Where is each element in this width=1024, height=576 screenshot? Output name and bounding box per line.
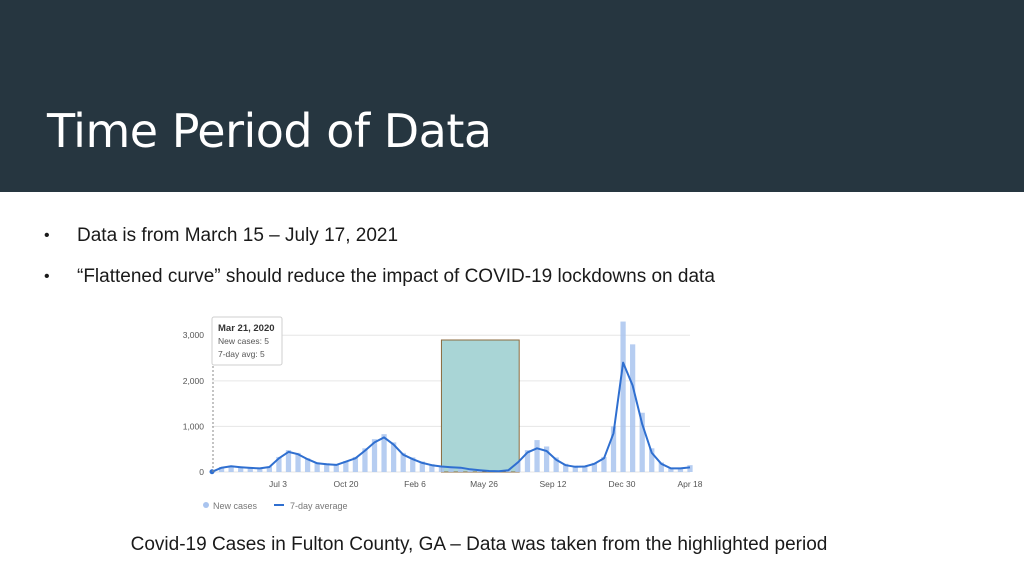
tooltip-date: Mar 21, 2020 [218,323,275,334]
chart-caption: Covid-19 Cases in Fulton County, GA – Da… [130,534,828,555]
new-cases-bar [343,461,349,472]
new-cases-bar [410,457,416,472]
bullet-item: • Data is from March 15 – July 17, 2021 [44,222,715,263]
x-tick-label: Dec 30 [609,479,636,489]
new-cases-bar [448,466,454,472]
new-cases-bar [668,467,674,472]
new-cases-bar [591,462,598,472]
bullet-dot-icon: • [44,268,50,285]
bullet-list: • Data is from March 15 – July 17, 2021 •… [44,222,715,304]
new-cases-bar [295,452,301,472]
new-cases-bar [601,456,607,472]
y-tick-label: 2,000 [183,376,205,386]
new-cases-bar [582,465,588,472]
new-cases-bar [228,465,234,472]
new-cases-bar [543,446,550,472]
legend-new-cases-icon [203,502,209,508]
chart-legend: New cases 7-day average [203,501,348,511]
new-cases-bar [257,468,263,472]
new-cases-bar [333,464,339,472]
tooltip-box [211,316,283,366]
new-cases-bar [266,466,272,472]
bullet-text: Data is from March 15 – July 17, 2021 [77,225,399,246]
new-cases-bar [324,463,330,472]
new-cases-bar [658,462,664,472]
title-banner: Time Period of Data [0,0,1024,192]
new-cases-bar [438,465,445,472]
new-cases-bar [563,463,569,472]
x-tick-label: Feb 6 [404,479,426,489]
new-cases-bar [553,457,559,472]
new-cases-bar [515,461,521,472]
x-tick-label: Sep 12 [540,479,567,489]
y-tick-label: 0 [199,467,204,477]
legend-avg: 7-day average [290,501,348,511]
y-tick-label: 3,000 [183,330,205,340]
seven-day-average-line [211,361,691,473]
new-cases-bar [285,450,292,472]
new-cases-bar [352,456,359,472]
new-cases-bar [649,448,655,472]
new-cases-bar [467,468,473,472]
new-cases-bar [419,461,425,472]
bullet-text: “Flattened curve” should reduce the impa… [77,266,715,287]
y-tick-label: 1,000 [183,421,205,431]
new-cases-bar [276,456,282,472]
line-start-marker [209,469,215,475]
new-cases-bar [247,467,253,472]
new-cases-bar [572,465,578,472]
tooltip-new-cases: New cases: 5 [218,336,269,346]
new-cases-bar [429,464,435,472]
new-cases-bar [362,448,368,472]
x-tick-label: May 26 [470,479,498,489]
new-cases-bar [620,321,626,472]
new-cases-bar [457,466,464,472]
slide-title: Time Period of Data [47,104,492,158]
legend-new-cases: New cases [213,501,258,511]
new-cases-bar [524,450,531,472]
covid-cases-chart: 0 1,000 2,000 3,000 Jul 3 Oct 20 Feb 6 May 26 S… [183,316,703,511]
bars-layer [209,321,693,472]
x-tick-label: Apr 18 [677,479,702,489]
new-cases-bar [314,462,320,472]
new-cases-bar [400,452,406,472]
new-cases-bar [391,442,397,472]
new-cases-bar [218,466,225,472]
new-cases-bar [677,467,684,472]
tooltip: Mar 21, 2020 New cases: 5 7-day avg: 5 [211,316,283,366]
new-cases-bar [238,466,244,472]
x-axis-labels: Jul 3 Oct 20 Feb 6 May 26 Sep 12 Dec 30 Apr 18 [269,479,703,489]
tooltip-avg: 7-day avg: 5 [218,349,265,359]
bullet-dot-icon: • [44,227,50,244]
highlight-layer [440,339,520,473]
highlighted-period [440,339,520,473]
new-cases-bar [534,440,540,472]
new-cases-bar [639,412,645,472]
new-cases-bar [304,458,311,472]
new-cases-bar [371,439,378,472]
x-tick-label: Jul 3 [269,479,287,489]
new-cases-bar [381,434,387,472]
new-cases-bar [630,344,636,472]
x-tick-label: Oct 20 [333,479,358,489]
y-axis-labels: 0 1,000 2,000 3,000 [183,330,205,477]
new-cases-bar [610,426,617,472]
new-cases-bar [687,465,693,472]
bullet-item: • “Flattened curve” should reduce the imp… [44,263,715,304]
